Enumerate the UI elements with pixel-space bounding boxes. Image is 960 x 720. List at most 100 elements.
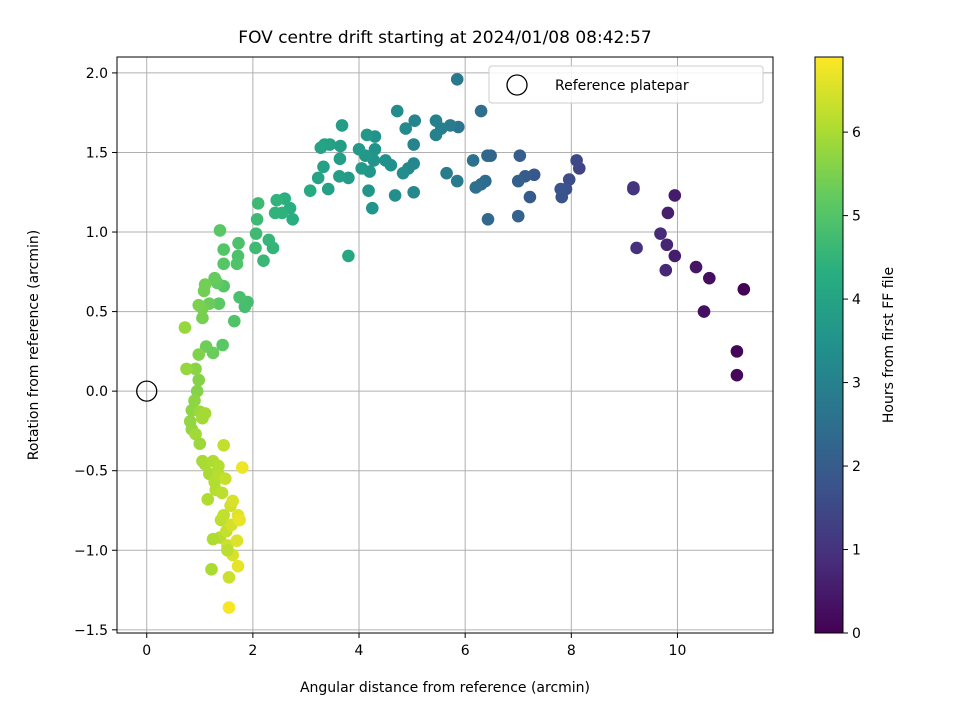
colorbar-ticks: 0 1 2 3 4 5 6: [843, 125, 861, 642]
data-point: [407, 138, 420, 151]
data-point: [429, 128, 443, 142]
data-point: [208, 271, 221, 285]
colorbar-tick-label: 2: [852, 459, 861, 475]
data-point: [469, 181, 483, 194]
data-point: [352, 142, 366, 156]
data-point: [668, 249, 682, 263]
y-tick-label: 0.0: [86, 384, 108, 400]
data-point: [396, 166, 410, 180]
data-point: [523, 190, 537, 204]
data-point: [513, 149, 527, 162]
data-point: [189, 427, 202, 441]
data-point: [218, 472, 232, 485]
data-point: [360, 128, 374, 142]
chart-title: FOV centre drift starting at 2024/01/08 …: [238, 28, 651, 48]
data-point: [188, 394, 201, 407]
data-point: [659, 263, 673, 277]
data-point: [230, 534, 244, 548]
colorbar: 0 1 2 3 4 5 6 Hours from first FF file: [814, 56, 897, 642]
data-point: [333, 170, 346, 183]
data-point: [217, 257, 230, 271]
data-point: [303, 184, 317, 197]
points-layer: [136, 72, 751, 614]
data-point: [226, 494, 240, 508]
data-point: [668, 189, 682, 202]
data-point: [335, 119, 349, 132]
data-point: [227, 314, 241, 328]
data-point: [217, 243, 230, 256]
data-point: [511, 174, 525, 188]
data-point: [249, 227, 263, 240]
legend-label: Reference platepar: [555, 78, 689, 94]
data-point: [317, 160, 330, 174]
data-point: [334, 139, 347, 153]
x-tick-label: 4: [355, 643, 364, 659]
data-point: [238, 300, 252, 314]
data-point: [737, 283, 751, 296]
data-point: [217, 508, 230, 522]
data-point: [215, 486, 229, 500]
data-point: [233, 290, 246, 304]
y-tick-label: 1.5: [86, 145, 108, 161]
data-point: [222, 571, 236, 584]
data-point: [233, 513, 246, 527]
y-axis-label: Rotation from reference (arcmin): [26, 230, 42, 460]
colorbar-tick-label: 6: [852, 125, 861, 141]
data-point: [270, 193, 284, 207]
data-point: [730, 345, 744, 358]
data-point: [314, 141, 328, 154]
data-point: [379, 154, 392, 167]
data-point: [333, 152, 347, 166]
data-point: [268, 206, 282, 220]
colorbar-tick-label: 3: [852, 376, 861, 392]
plot-frame: [116, 56, 774, 634]
data-point: [198, 407, 212, 420]
data-point: [554, 182, 568, 196]
x-tick-label: 0: [142, 643, 151, 659]
x-tick-label: 2: [248, 643, 257, 659]
data-point: [216, 338, 229, 352]
data-point: [481, 149, 494, 162]
colorbar-tick-label: 1: [852, 543, 861, 559]
data-point: [213, 224, 227, 237]
data-point: [570, 154, 583, 167]
data-point: [178, 321, 192, 334]
data-point: [217, 438, 230, 452]
data-point: [190, 384, 204, 398]
data-point: [466, 154, 480, 167]
colorbar-tick-label: 4: [852, 292, 861, 308]
data-point: [262, 233, 276, 247]
data-point: [562, 173, 576, 186]
data-point: [429, 114, 443, 127]
legend-reference-marker: [506, 74, 528, 96]
data-point: [474, 104, 488, 118]
data-point: [355, 162, 368, 175]
data-point: [206, 532, 220, 546]
data-point: [390, 104, 404, 118]
data-point: [368, 142, 382, 156]
colorbar-gradient: [814, 56, 844, 634]
data-point: [230, 257, 244, 271]
data-point: [654, 227, 667, 240]
x-tick-label: 6: [461, 643, 470, 659]
y-tick-label: −1.5: [74, 623, 108, 639]
y-axis: −1.5 −1.0 −0.5 0.0 0.5 1.0 1.5 2.0: [74, 66, 117, 639]
data-point: [450, 72, 464, 86]
data-point: [730, 368, 744, 382]
data-point: [212, 297, 226, 310]
data-point: [362, 184, 375, 197]
data-point: [212, 459, 225, 473]
data-point: [257, 254, 270, 267]
data-point: [180, 362, 193, 376]
data-point: [440, 166, 453, 180]
data-point: [661, 206, 675, 220]
data-point: [627, 182, 640, 196]
data-point: [408, 114, 422, 127]
x-axis-label: Angular distance from reference (arcmin): [300, 680, 590, 696]
data-point: [286, 212, 299, 226]
data-point: [193, 437, 207, 450]
data-point: [250, 212, 264, 226]
data-point: [511, 209, 525, 223]
x-tick-label: 10: [669, 643, 687, 659]
